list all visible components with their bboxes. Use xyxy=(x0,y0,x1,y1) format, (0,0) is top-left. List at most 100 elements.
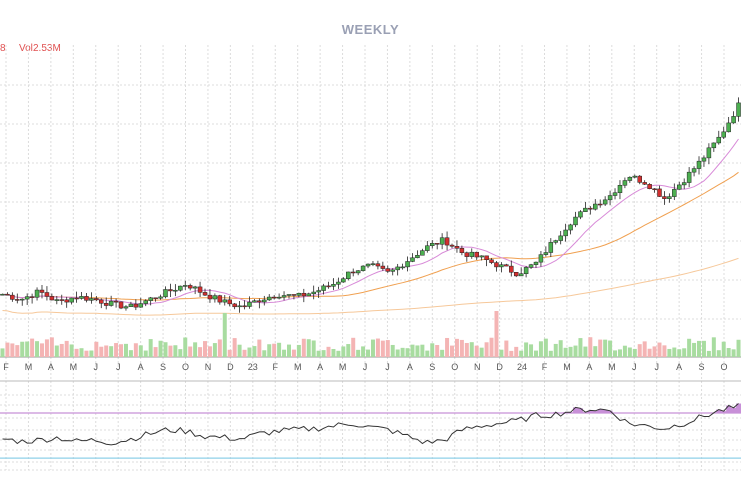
candle-body xyxy=(168,289,173,292)
candle-body xyxy=(593,203,598,210)
volume-bar xyxy=(148,339,153,357)
candle-body xyxy=(405,261,410,268)
candle-body xyxy=(474,251,479,258)
candle-body xyxy=(178,285,183,291)
volume-bar xyxy=(163,342,168,357)
candle-body xyxy=(153,297,158,300)
candle-body xyxy=(612,192,618,196)
candle-body xyxy=(686,171,692,183)
candle-body xyxy=(271,296,277,299)
volume-bar xyxy=(49,337,54,357)
volume-bar xyxy=(464,342,469,357)
volume-bar xyxy=(356,349,361,357)
candle-body xyxy=(311,291,316,295)
volume-bar xyxy=(682,348,687,357)
x-tick-label: M xyxy=(25,362,33,372)
volume-bar xyxy=(207,346,212,357)
candle-body xyxy=(44,292,50,297)
candle-body xyxy=(568,224,573,231)
candle-body xyxy=(79,296,84,299)
volume-bar xyxy=(0,348,5,357)
volume-bar xyxy=(99,346,104,357)
volume-bar xyxy=(627,347,632,357)
volume-bar xyxy=(341,346,346,357)
candle-body xyxy=(133,303,139,308)
volume-bar xyxy=(158,340,163,357)
x-tick-label: S xyxy=(699,362,705,372)
volume-bar xyxy=(450,345,455,357)
candle-body xyxy=(39,289,45,293)
volume-bar xyxy=(697,340,702,357)
candle-body xyxy=(232,303,237,308)
volume-bar xyxy=(217,339,222,357)
candle-body xyxy=(187,285,193,289)
x-tick-label: F xyxy=(273,362,279,372)
x-tick-label: A xyxy=(317,362,323,372)
volume-bar xyxy=(504,340,509,357)
volume-bar xyxy=(716,350,721,357)
volume-bar xyxy=(183,337,188,357)
candle-body xyxy=(726,122,731,133)
candle-body xyxy=(266,296,272,301)
candle-body xyxy=(504,264,509,267)
volume-bar xyxy=(593,346,598,357)
volume-bar xyxy=(252,346,257,357)
candle-body xyxy=(622,180,628,186)
volume-bar xyxy=(701,340,706,357)
volume-bar xyxy=(499,349,504,357)
volume-bar xyxy=(652,346,657,357)
candle-body xyxy=(118,301,124,309)
volume-bar xyxy=(445,337,450,357)
volume-bar xyxy=(474,345,479,357)
candle-body xyxy=(691,168,697,173)
candle-body xyxy=(10,294,15,300)
volume-bar xyxy=(731,349,736,357)
volume-bar xyxy=(321,350,326,357)
candle-body xyxy=(444,237,450,246)
candle-body xyxy=(583,207,588,212)
candle-body xyxy=(375,263,381,267)
candle-body xyxy=(607,195,613,201)
volume-bar xyxy=(311,340,316,357)
x-tick-label: J xyxy=(385,362,390,372)
volume-bar xyxy=(514,346,519,357)
candle-body xyxy=(602,199,608,205)
volume-bar xyxy=(247,347,252,357)
candle-body xyxy=(400,266,405,269)
x-tick-label: M xyxy=(294,362,302,372)
volume-bar xyxy=(212,343,217,357)
volume-bar xyxy=(35,341,40,357)
volume-bar xyxy=(15,345,20,357)
volume-bar xyxy=(316,350,321,357)
volume-bar xyxy=(390,344,395,357)
x-tick-label: M xyxy=(70,362,78,372)
candle-body xyxy=(548,242,554,253)
candle-body xyxy=(262,299,267,303)
volume-bar xyxy=(291,349,296,357)
candle-body xyxy=(642,182,647,185)
candle-body xyxy=(489,259,494,263)
candle-body xyxy=(192,286,198,289)
volume-bar xyxy=(267,344,272,357)
candle-body xyxy=(257,300,262,303)
volume-bar xyxy=(687,338,692,357)
volume-bar xyxy=(109,346,114,357)
x-tick-label: J xyxy=(632,362,637,372)
volume-bar xyxy=(385,340,390,357)
volume-bar xyxy=(370,339,375,357)
x-tick-label: N xyxy=(474,362,481,372)
volume-bar xyxy=(632,348,637,357)
candle-body xyxy=(281,295,287,298)
volume-bar xyxy=(84,350,89,357)
candle-body xyxy=(99,299,104,304)
candle-body xyxy=(588,207,593,210)
candle-body xyxy=(123,306,129,309)
candle-body xyxy=(731,116,736,124)
candle-body xyxy=(217,295,223,303)
volume-bar xyxy=(54,345,59,357)
volume-bar xyxy=(519,350,524,357)
candle-body xyxy=(716,136,722,144)
volume-bar xyxy=(400,347,405,357)
candle-body xyxy=(242,305,247,308)
candle-body xyxy=(425,245,430,251)
